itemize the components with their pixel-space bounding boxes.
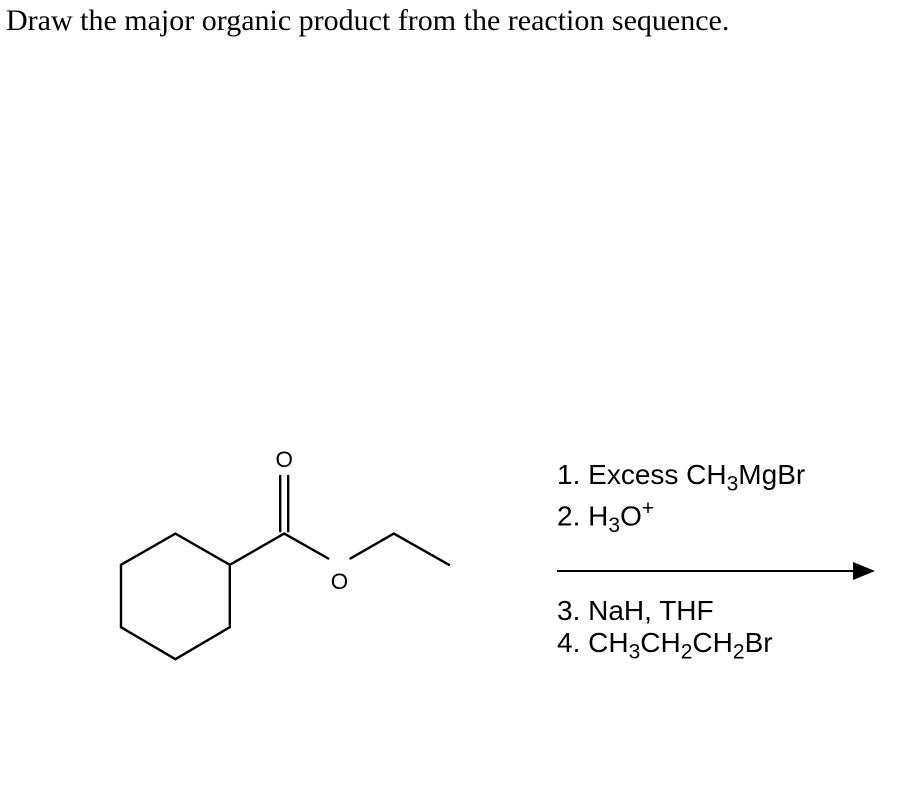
atom-label: O [331, 569, 348, 594]
subscript: 2 [733, 641, 745, 664]
question-text: Draw the major organic product from the … [6, 4, 729, 38]
atom-label: O [275, 447, 292, 472]
subscript: 3 [608, 514, 620, 537]
subscript: 3 [727, 473, 739, 496]
superscript: + [642, 497, 654, 520]
reagent-line: 1. Excess CH3MgBr [557, 459, 805, 497]
reagent-line: 4. CH3CH2CH2Br [557, 627, 773, 665]
reaction-arrow-head [853, 562, 875, 580]
reagent-number: 1. [557, 459, 588, 490]
subscript: 3 [629, 641, 641, 664]
starting-material-structure: OO [44, 432, 494, 672]
reaction-arrow-line [557, 570, 853, 572]
reagents-block: 1. Excess CH3MgBr2. H3O+ [557, 459, 805, 538]
subscript: 2 [681, 641, 693, 664]
reagent-number: 3. [557, 595, 588, 626]
reagent-line: 2. H3O+ [557, 497, 805, 538]
reagents-top: 1. Excess CH3MgBr2. H3O+ [557, 459, 805, 538]
reagents-block-bottom: 3. NaH, THF4. CH3CH2CH2Br [557, 595, 773, 665]
reagent-number: 2. [557, 500, 588, 531]
reagent-line: 3. NaH, THF [557, 595, 773, 627]
reagents-bottom: 3. NaH, THF4. CH3CH2CH2Br [557, 595, 773, 665]
reagent-number: 4. [557, 627, 588, 658]
